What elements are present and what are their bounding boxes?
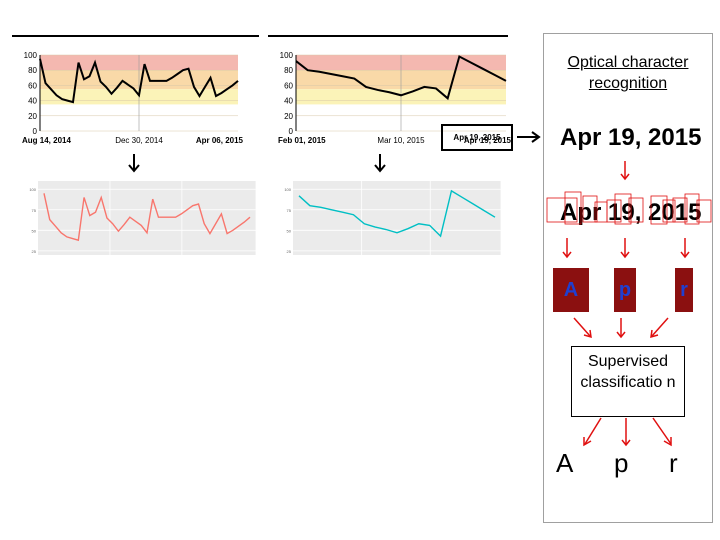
- source-chart-1: 0 20 40 60 80 100 Aug 14, 2014 Dec 30, 2014 Apr …: [22, 51, 244, 145]
- reconstructed-chart-1: 25 50 75 100: [29, 181, 257, 255]
- y-tick-label: 20: [28, 112, 37, 121]
- y-tick-label: 100: [24, 51, 38, 60]
- y-tick-label: 50: [287, 228, 292, 233]
- y-tick-label: 80: [28, 66, 37, 75]
- y-tick-label: 50: [32, 228, 37, 233]
- arrow-down-icon: [374, 154, 386, 173]
- red-arrows-to-chars: [562, 238, 690, 259]
- highlighted-date-label: Apr 19, 2015: [453, 133, 501, 142]
- y-tick-label: 60: [28, 81, 37, 90]
- arrow-right-icon: [517, 131, 541, 143]
- char-tile-p: p: [614, 268, 636, 312]
- red-arrows-to-classifier: [573, 317, 669, 339]
- x-tick-label: Apr 19, 2015: [464, 136, 512, 145]
- x-tick-label: Feb 01, 2015: [278, 136, 326, 145]
- series-line: [298, 189, 496, 238]
- chart2-top-rule: [268, 35, 508, 37]
- plot-panel: [293, 181, 501, 255]
- supervised-classification-box: Supervised classificatio n: [571, 346, 685, 417]
- highlighted-date-box: Apr 19, 2015: [441, 124, 513, 151]
- y-tick-label: 0: [289, 127, 294, 136]
- x-tick-label: Dec 30, 2014: [115, 136, 163, 145]
- y-tick-label: 40: [284, 97, 293, 106]
- segmentation-boxes: [546, 191, 712, 225]
- series-line: [43, 193, 251, 242]
- char-tile-a: A: [553, 268, 589, 312]
- y-tick-label: 60: [284, 81, 293, 90]
- classifier-label: Supervised classificatio n: [580, 353, 676, 391]
- red-arrow-down-icon: [620, 161, 630, 181]
- ocr-date-text: Apr 19, 2015: [560, 124, 702, 151]
- output-letter-r: r: [669, 448, 678, 478]
- y-tick-label: 75: [32, 208, 37, 213]
- y-tick-label: 40: [28, 97, 37, 106]
- chart1-top-rule: [12, 35, 259, 37]
- y-tick-label: 25: [32, 249, 37, 254]
- y-tick-label: 75: [287, 208, 292, 213]
- y-tick-label: 100: [280, 51, 294, 60]
- arrow-down-icon: [128, 154, 140, 173]
- series-line: [295, 55, 507, 101]
- y-tick-label: 100: [29, 187, 36, 192]
- char-tile-r: r: [675, 268, 693, 312]
- output-letter-a: A: [556, 448, 574, 478]
- x-tick-label: Mar 10, 2015: [377, 136, 425, 145]
- y-tick-label: 100: [284, 187, 291, 192]
- reconstructed-chart-2: 25 50 75 100: [284, 181, 502, 255]
- y-tick-label: 80: [284, 66, 293, 75]
- y-tick-label: 0: [33, 127, 38, 136]
- x-tick-label: Aug 14, 2014: [22, 136, 71, 145]
- y-tick-label: 25: [287, 249, 292, 254]
- red-arrows-to-outputs: [583, 417, 672, 447]
- ocr-title: Optical character recognition: [567, 54, 689, 92]
- series-line: [39, 58, 239, 104]
- source-chart-2: 0 20 40 60 80 100 Feb 01, 2015 Mar 10, 2015 Apr …: [278, 51, 512, 145]
- output-letter-p: p: [614, 448, 629, 478]
- x-tick-label: Apr 06, 2015: [196, 136, 244, 145]
- y-tick-label: 20: [284, 112, 293, 121]
